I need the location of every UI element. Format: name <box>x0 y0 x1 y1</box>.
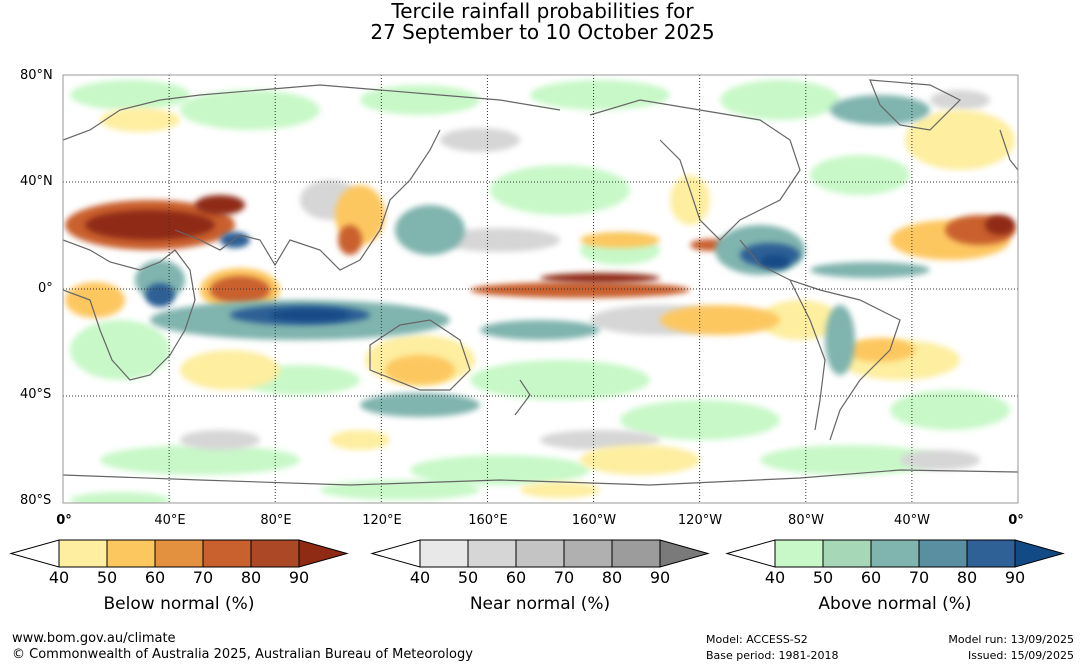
below-normal-legend-title: Below normal (%) <box>103 594 255 614</box>
below-tick: 50 <box>96 568 118 587</box>
lon-label-80w: 80°W <box>788 513 824 528</box>
above-tick: 70 <box>908 568 930 587</box>
map-field <box>63 75 1018 503</box>
colorbar-low-arrow <box>370 539 421 568</box>
above-tick: 40 <box>764 568 786 587</box>
near-normal-legend-title: Near normal (%) <box>469 594 611 614</box>
colorbar-segment <box>106 539 156 568</box>
lon-label-40e: 40°E <box>154 513 186 528</box>
colorbar-segment <box>515 539 565 568</box>
below-tick: 60 <box>144 568 166 587</box>
near-tick: 70 <box>553 568 575 587</box>
near-tick: 40 <box>409 568 431 587</box>
above-tick: 90 <box>1004 568 1026 587</box>
above-tick: 60 <box>860 568 882 587</box>
colorbar-segment <box>250 539 300 568</box>
near-tick: 80 <box>601 568 623 587</box>
below-normal-colorbar <box>9 539 349 568</box>
lat-label-40n: 40°N <box>20 174 53 189</box>
lat-label-80n: 80°N <box>20 68 53 83</box>
colorbar-segment <box>918 539 968 568</box>
colorbars <box>9 539 1065 568</box>
model-run-text: Model run: 13/09/2025 <box>948 633 1074 646</box>
map-frame <box>62 74 1019 504</box>
lon-label-120w: 120°W <box>677 513 723 528</box>
colorbar-low-arrow <box>9 539 60 568</box>
chart-title-line2: 27 September to 10 October 2025 <box>370 20 715 44</box>
below-tick: 90 <box>288 568 310 587</box>
lat-label-40s: 40°S <box>20 387 52 402</box>
colorbar-segment <box>774 539 824 568</box>
near-tick: 50 <box>457 568 479 587</box>
lon-label-120e: 120°E <box>362 513 402 528</box>
colorbar-segment <box>611 539 661 568</box>
lon-label-160e: 160°E <box>468 513 508 528</box>
colorbar-segment <box>870 539 920 568</box>
colorbar-segment <box>966 539 1016 568</box>
issued-text: Issued: 15/09/2025 <box>967 649 1074 662</box>
colorbar-high-arrow <box>298 539 349 568</box>
copyright-text: © Commonwealth of Australia 2025, Austra… <box>12 647 473 662</box>
above-normal-legend-title: Above normal (%) <box>818 594 972 614</box>
chart-title-line1: Tercile rainfall probabilities for <box>391 0 694 23</box>
near-normal-colorbar <box>370 539 710 568</box>
colorbar-high-arrow <box>659 539 710 568</box>
lat-label-0: 0° <box>38 281 53 296</box>
colorbar-segment <box>419 539 469 568</box>
base-period-text: Base period: 1981-2018 <box>706 649 839 662</box>
colorbar-segment <box>822 539 872 568</box>
above-normal-darkest-patches <box>270 255 790 321</box>
above-tick: 80 <box>956 568 978 587</box>
near-tick: 90 <box>649 568 671 587</box>
lat-label-80s: 80°S <box>20 493 52 508</box>
colorbar-segment <box>58 539 108 568</box>
colorbar-low-arrow <box>725 539 776 568</box>
above-normal-light-patches <box>70 80 1010 503</box>
colorbar-segment <box>154 539 204 568</box>
below-tick: 70 <box>192 568 214 587</box>
colorbar-segment <box>202 539 252 568</box>
graticule <box>63 75 1018 503</box>
lon-label-0: 0° <box>56 513 72 528</box>
near-tick: 60 <box>505 568 527 587</box>
below-tick: 80 <box>240 568 262 587</box>
lon-label-40w: 40°W <box>894 513 930 528</box>
lon-label-0-east: 0° <box>1008 513 1024 528</box>
above-normal-colorbar <box>725 539 1065 568</box>
model-text: Model: ACCESS-S2 <box>706 633 808 646</box>
coastlines <box>63 79 1018 486</box>
website-text: www.bom.gov.au/climate <box>12 631 176 646</box>
colorbar-segment <box>563 539 613 568</box>
below-tick: 40 <box>48 568 70 587</box>
above-tick: 50 <box>812 568 834 587</box>
colorbar-segment <box>467 539 517 568</box>
colorbar-high-arrow <box>1014 539 1065 568</box>
lon-label-160w: 160°W <box>571 513 617 528</box>
lon-label-80e: 80°E <box>260 513 292 528</box>
